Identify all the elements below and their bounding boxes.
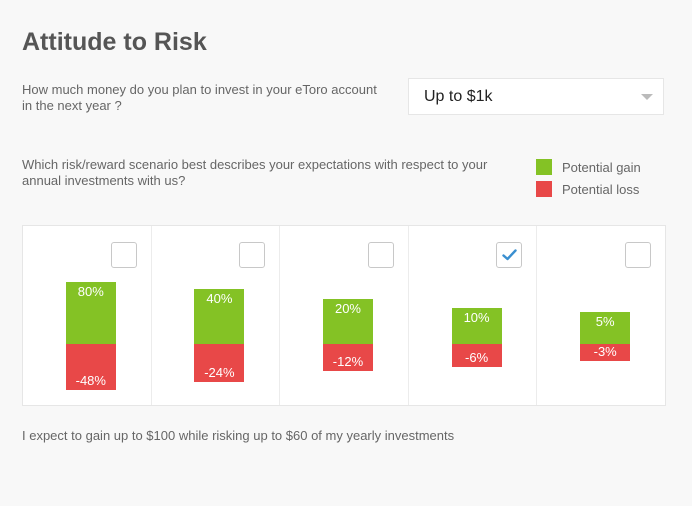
scenario-option[interactable]: 40% -24% <box>152 226 281 405</box>
gain-value-label: 5% <box>595 314 615 329</box>
loss-bar: -24% <box>194 344 245 382</box>
investment-question: How much money do you plan to invest in … <box>22 82 377 113</box>
scenario-option[interactable]: 20% -12% <box>280 226 409 405</box>
scenario-option[interactable]: 10% -6% <box>409 226 538 405</box>
scenario-option[interactable]: 5% -3% <box>537 226 665 405</box>
legend-gain-label: Potential gain <box>562 159 641 175</box>
gain-bar: 40% <box>194 289 245 344</box>
loss-bar: -48% <box>65 344 116 390</box>
gain-swatch-icon <box>536 159 552 175</box>
loss-bar: -12% <box>322 344 373 371</box>
loss-swatch-icon <box>536 181 552 197</box>
gain-bar: 80% <box>65 282 116 344</box>
investment-amount-value: Up to $1k <box>424 88 493 105</box>
loss-value-label: -24% <box>204 365 235 380</box>
checkmark-icon <box>502 249 518 261</box>
gain-bar: 5% <box>580 312 631 344</box>
gain-bar: 20% <box>322 299 373 344</box>
legend-item-gain: Potential gain <box>536 156 641 178</box>
legend-item-loss: Potential loss <box>536 178 641 200</box>
gain-value-label: 40% <box>206 291 233 306</box>
legend-loss-label: Potential loss <box>562 181 640 197</box>
scenario-option[interactable]: 80% -48% <box>23 226 152 405</box>
page-title: Attitude to Risk <box>22 28 207 56</box>
loss-value-label: -48% <box>75 373 106 388</box>
loss-value-label: -6% <box>465 350 489 365</box>
loss-value-label: -3% <box>593 344 617 359</box>
scenario-checkbox[interactable] <box>624 242 651 268</box>
loss-bar: -6% <box>451 344 502 367</box>
investment-amount-select[interactable]: Up to $1k <box>408 78 664 115</box>
loss-value-label: -12% <box>332 354 364 369</box>
gain-value-label: 10% <box>463 310 490 325</box>
scenario-question: Which risk/reward scenario best describe… <box>22 157 488 188</box>
legend: Potential gain Potential loss <box>536 156 641 200</box>
gain-value-label: 80% <box>77 284 104 299</box>
scenario-options: 80% -48% 40% -24% 20% -12% 10% -6% 5% -3% <box>22 225 666 406</box>
gain-value-label: 20% <box>334 301 361 316</box>
scenario-checkbox[interactable] <box>110 242 137 268</box>
gain-bar: 10% <box>451 308 502 344</box>
scenario-checkbox[interactable] <box>367 242 394 268</box>
loss-bar: -3% <box>580 344 631 361</box>
scenario-checkbox[interactable] <box>239 242 266 268</box>
scenario-checkbox[interactable] <box>496 242 523 268</box>
chevron-down-icon[interactable] <box>641 94 653 100</box>
summary-text: I expect to gain up to $100 while riskin… <box>22 428 455 443</box>
